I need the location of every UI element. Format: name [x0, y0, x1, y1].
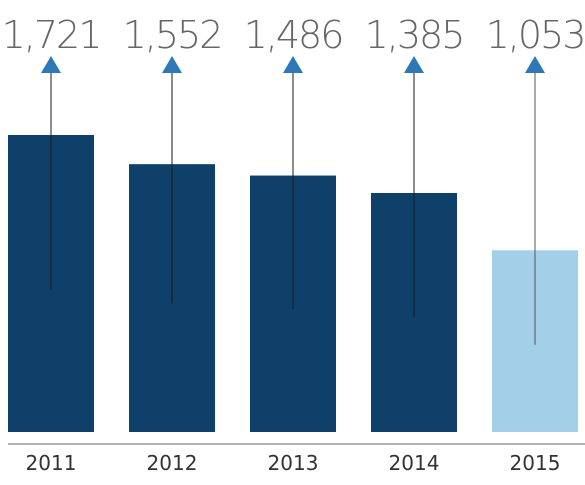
category-label-2013: 2013	[268, 451, 319, 475]
value-label-2012: 1,552	[123, 13, 222, 57]
value-label-2015: 1,053	[486, 13, 585, 57]
value-label-2011: 1,721	[2, 13, 101, 57]
arrows-layer	[41, 56, 545, 345]
category-label-2011: 2011	[26, 451, 77, 475]
arrow-up-icon	[404, 56, 424, 73]
value-label-2013: 1,486	[244, 13, 343, 57]
arrow-up-icon	[162, 56, 182, 73]
category-label-2015: 2015	[510, 451, 561, 475]
category-label-2014: 2014	[389, 451, 440, 475]
category-label-2012: 2012	[147, 451, 198, 475]
arrow-up-icon	[283, 56, 303, 73]
arrow-up-icon	[525, 56, 545, 73]
labels-layer: 1,721 2011 1,552 2012 1,486 2013 1,385 2014 1,05…	[2, 13, 585, 475]
value-label-2014: 1,385	[365, 13, 464, 57]
arrow-up-icon	[41, 56, 61, 73]
